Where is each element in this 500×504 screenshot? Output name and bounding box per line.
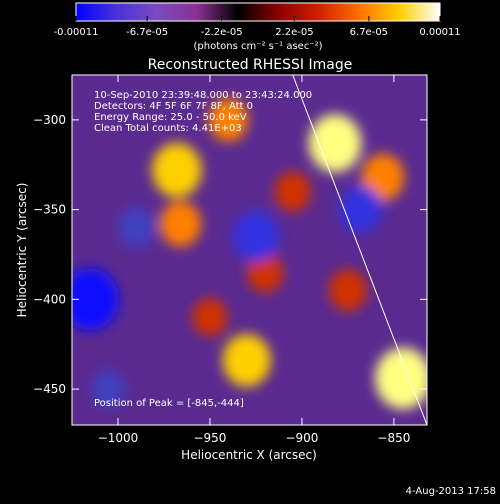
annotation-time: 10-Sep-2010 23:39:48.000 to 23:43:24.000 xyxy=(94,90,312,101)
y-tick-label: −400 xyxy=(33,292,66,306)
heat-source xyxy=(72,268,119,331)
colorbar-tick-label: 6.7e-05 xyxy=(350,27,388,38)
heat-source xyxy=(232,211,280,262)
colorbar-units: (photons cm⁻² s⁻¹ asec⁻²) xyxy=(193,41,322,52)
heat-source xyxy=(152,142,202,198)
heat-source xyxy=(361,153,405,201)
heat-source xyxy=(274,171,311,212)
colorbar-tick-label: 2.2e-05 xyxy=(275,27,313,38)
y-axis-label: Heliocentric Y (arcsec) xyxy=(15,183,29,318)
heat-source xyxy=(208,98,249,142)
colorbar-tick-label: 0.00011 xyxy=(419,27,460,38)
x-tick-label: −850 xyxy=(377,431,410,445)
y-tick-label: −450 xyxy=(33,382,66,396)
annotation-detectors: Detectors: 4F 5F 6F 7F 8F, Att 0 xyxy=(94,101,253,112)
colorbar-tick-label: -2.2e-05 xyxy=(201,27,243,38)
axis-ticks: −1000 −950 −900 −850 −300 −350 −400 −450 xyxy=(33,75,427,445)
x-tick-label: −900 xyxy=(285,431,318,445)
colorbar-tick-label: -6.7e-05 xyxy=(126,27,168,38)
heat-source xyxy=(192,298,228,337)
chart-title: Reconstructed RHESSI Image xyxy=(148,57,353,73)
colorbar-tick-label: -0.00011 xyxy=(54,27,99,38)
colorbar-ticks: -0.00011 -6.7e-05 -2.2e-05 2.2e-05 6.7e-05 0.… xyxy=(54,16,461,38)
x-axis-label: Heliocentric X (arcsec) xyxy=(181,448,317,462)
colorbar-gradient xyxy=(75,2,441,22)
heat-source xyxy=(328,269,367,312)
limb-line xyxy=(292,75,427,425)
heat-source xyxy=(246,252,284,293)
peak-position-label: Position of Peak = [-845,-444] xyxy=(94,398,244,409)
x-tick-label: −1000 xyxy=(98,431,139,445)
heat-source xyxy=(222,334,271,387)
heat-source xyxy=(118,207,155,248)
heat-source xyxy=(375,347,427,410)
plot-frame xyxy=(71,74,428,426)
footer-timestamp: 4-Aug-2013 17:58 xyxy=(406,486,496,497)
annotation-energy: Energy Range: 25.0 - 50.0 keV xyxy=(94,112,247,123)
heat-source xyxy=(339,186,383,234)
heat-source xyxy=(92,370,126,408)
heat-source xyxy=(308,114,362,173)
y-tick-label: −350 xyxy=(33,203,66,217)
annotation-counts: Clean Total counts: 4.41E+03 xyxy=(94,123,242,134)
x-tick-label: −950 xyxy=(193,431,226,445)
plot-area: −1000 −950 −900 −850 −300 −350 −400 −450 10-Sep… xyxy=(33,74,428,445)
y-tick-label: −300 xyxy=(33,113,66,127)
colorbar: -0.00011 -6.7e-05 -2.2e-05 2.2e-05 6.7e-05 0.… xyxy=(54,2,461,52)
heatmap-sources xyxy=(72,98,427,410)
heat-source xyxy=(159,201,202,247)
